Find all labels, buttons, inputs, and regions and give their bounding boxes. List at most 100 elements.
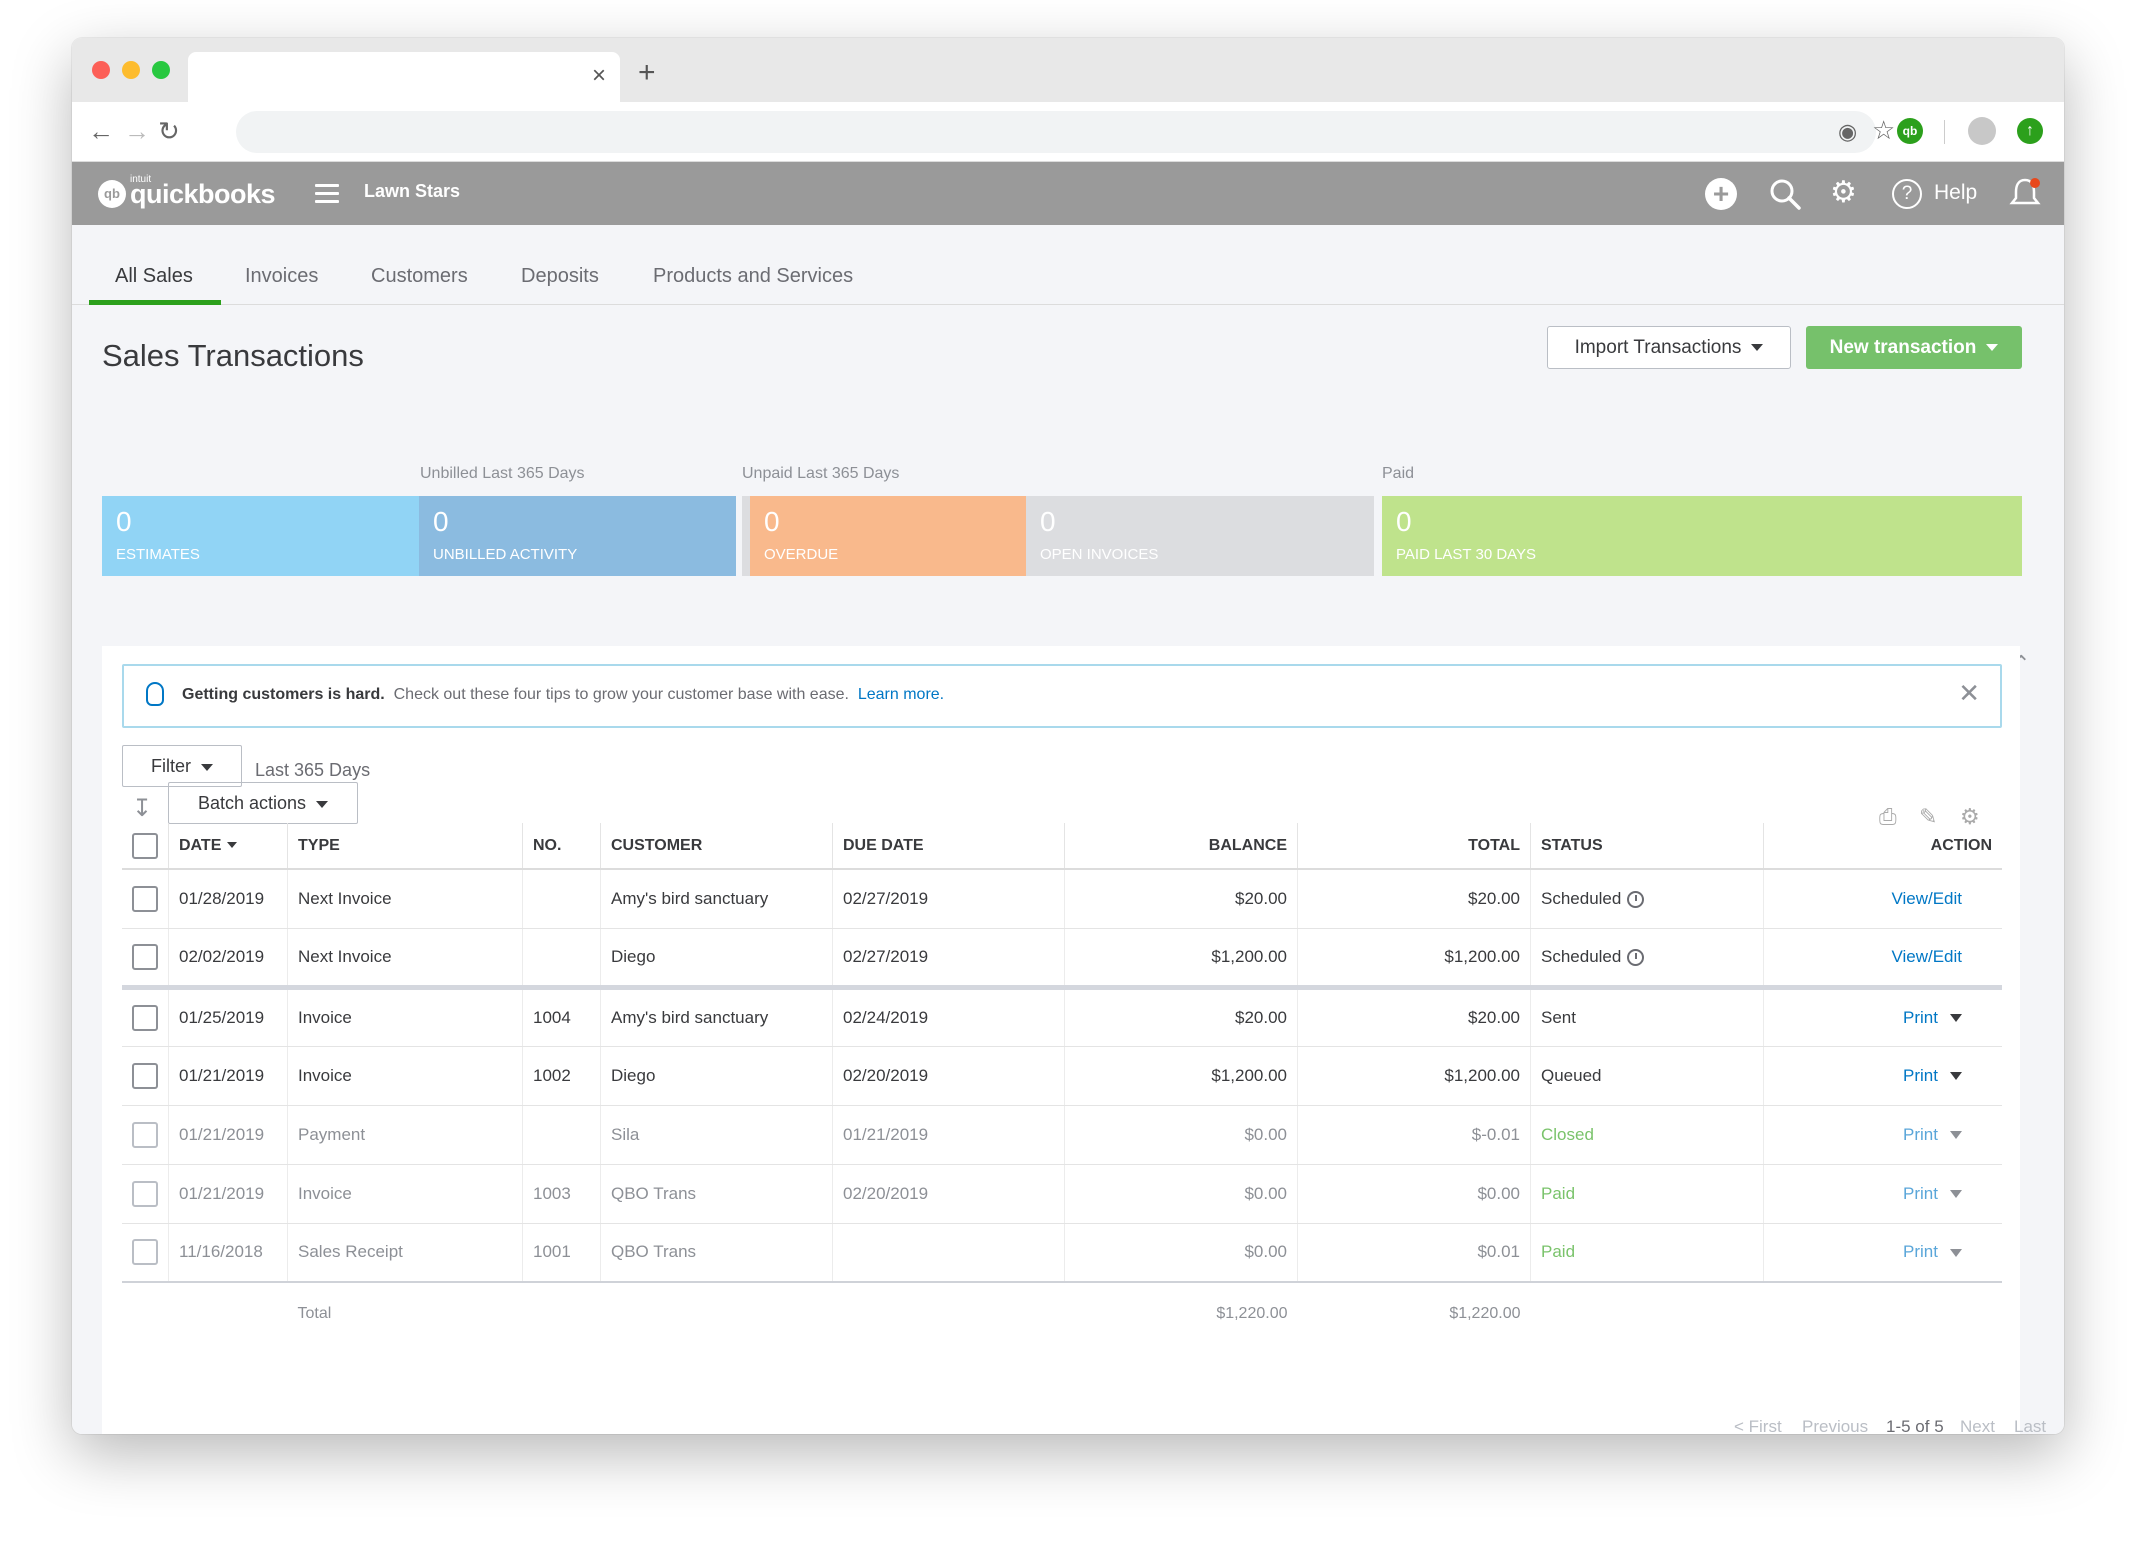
print-link[interactable]: Print [1903,1124,1938,1144]
profile-avatar[interactable] [1968,117,1996,145]
sort-arrow-icon[interactable]: ↧ [132,795,153,822]
close-window-button[interactable] [92,61,110,79]
type-cell: Payment [287,1105,523,1165]
new-tab-icon[interactable]: + [638,56,656,89]
quickbooks-logo[interactable]: qb intuit quickbooks [98,174,276,212]
gear-icon[interactable]: ⚙ [1830,176,1857,209]
status-cell: Sent [1530,987,1764,1047]
chevron-down-icon[interactable] [1950,1072,1962,1081]
learn-more-link[interactable]: Learn more. [857,686,945,703]
due-date-header[interactable]: DUE DATE [832,823,1065,870]
customer-cell: QBO Trans [600,1164,833,1224]
estimates-tile[interactable]: 0 ESTIMATES [102,496,419,576]
type-header[interactable]: TYPE [287,823,523,870]
chevron-down-icon[interactable] [1950,1190,1962,1199]
action-cell: Print [1763,1046,2002,1106]
back-icon[interactable]: ← [88,116,114,146]
tab-deposits[interactable]: Deposits [521,265,599,287]
close-tab-icon[interactable]: × [591,62,606,89]
tab-products-and-services[interactable]: Products and Services [653,265,854,287]
print-link[interactable]: Print [1903,1183,1938,1203]
update-icon[interactable]: ↑ [2017,118,2043,144]
pager-last[interactable]: Last > [2014,1417,2047,1434]
table-row[interactable]: 01/21/2019 Invoice 1002 Diego 02/20/2019… [122,1046,2002,1106]
search-icon[interactable] [1768,177,1802,211]
browser-tab[interactable]: × [188,52,620,102]
table-row[interactable]: 02/02/2019 Next Invoice Diego 02/27/2019… [122,928,2002,990]
pager-next[interactable]: Next [1960,1417,1995,1434]
table-row[interactable]: 11/16/2018 Sales Receipt 1001 QBO Trans … [122,1223,2002,1283]
help-icon[interactable]: ? [1892,179,1922,209]
quickbooks-extension-icon[interactable]: qb [1897,118,1923,144]
status-header[interactable]: STATUS [1530,823,1764,870]
close-icon[interactable]: ✕ [1958,678,1980,708]
import-transactions-button[interactable]: Import Transactions [1547,326,1791,369]
row-checkbox[interactable] [132,885,158,912]
transactions-panel: Getting customers is hard. Check out the… [102,646,2046,1434]
due-date-cell: 02/27/2019 [832,928,1065,990]
date-header[interactable]: DATE [168,823,288,870]
chevron-down-icon[interactable] [1950,1131,1962,1140]
row-checkbox[interactable] [132,1180,158,1207]
view-edit-link[interactable]: View/Edit [1891,888,1962,908]
row-select-cell [122,987,169,1047]
row-checkbox[interactable] [132,1004,158,1031]
transactions-table: DATE TYPE NO. CUSTOMER DUE DATE BALANCE … [122,823,2002,1344]
url-input[interactable]: ◉ ☆ [236,111,1895,153]
help-label[interactable]: Help [1934,181,1978,204]
pager-first[interactable]: < First [1734,1417,1782,1434]
reload-icon[interactable]: ↻ [158,116,180,146]
table-row[interactable]: 01/21/2019 Payment Sila 01/21/2019 $0.00… [122,1105,2002,1165]
row-checkbox[interactable] [132,943,158,970]
minimize-window-button[interactable] [122,61,140,79]
unbilled-group-label: Unbilled Last 365 Days [420,465,585,482]
pager-range: 1-5 of 5 [1886,1417,1944,1434]
star-icon[interactable]: ☆ [1872,115,1896,145]
print-link[interactable]: Print [1903,1007,1938,1027]
balance-header[interactable]: BALANCE [1064,823,1298,870]
tab-all-sales[interactable]: All Sales [115,265,193,287]
tab-customers[interactable]: Customers [371,265,468,287]
view-edit-link[interactable]: View/Edit [1891,946,1962,966]
open-invoices-tile[interactable]: 0 OPEN INVOICES [1026,496,1374,576]
select-all-checkbox[interactable] [132,832,158,859]
print-link[interactable]: Print [1903,1242,1938,1262]
filter-button[interactable]: Filter [122,745,242,787]
eye-icon[interactable]: ◉ [1838,119,1858,144]
no-header[interactable]: NO. [522,823,601,870]
customer-header[interactable]: CUSTOMER [600,823,833,870]
chevron-down-icon[interactable] [1950,1248,1962,1257]
table-settings-gear-icon[interactable]: ⚙ [1960,804,1980,829]
active-tab-indicator [89,300,221,305]
print-icon[interactable]: ⎙ [1879,804,1897,829]
batch-actions-label: Batch actions [197,793,307,813]
new-transaction-button[interactable]: New transaction [1806,326,2022,369]
chevron-down-icon [201,763,213,771]
overdue-tile[interactable]: 0 OVERDUE [750,496,1026,576]
batch-actions-button[interactable]: Batch actions [168,782,358,824]
total-header[interactable]: TOTAL [1297,823,1531,870]
type-cell: Invoice [287,1046,523,1106]
create-plus-icon[interactable]: + [1705,178,1737,210]
chevron-down-icon[interactable] [1950,1014,1962,1023]
table-row[interactable]: 01/25/2019 Invoice 1004 Amy's bird sanct… [122,987,2002,1047]
select-all-cell [122,823,169,870]
row-checkbox[interactable] [132,1062,158,1089]
table-row[interactable]: 01/28/2019 Next Invoice Amy's bird sanct… [122,869,2002,929]
maximize-window-button[interactable] [152,61,170,79]
logo-intuit-text: intuit [130,174,152,185]
forward-icon[interactable]: → [124,116,150,146]
table-row[interactable]: 01/21/2019 Invoice 1003 QBO Trans 02/20/… [122,1164,2002,1224]
tab-invoices[interactable]: Invoices [245,265,319,287]
paid-last-30-days-tile[interactable]: 0 PAID LAST 30 DAYS [1382,496,2022,576]
row-checkbox[interactable] [132,1121,158,1148]
row-checkbox[interactable] [132,1239,158,1266]
unbilled-activity-tile[interactable]: 0 UNBILLED ACTIVITY [419,496,736,576]
hamburger-menu-icon[interactable] [315,184,339,204]
total-spacer [1764,1282,2003,1344]
bell-icon[interactable] [2009,176,2041,210]
print-link[interactable]: Print [1903,1065,1938,1085]
pager-previous[interactable]: Previous [1802,1417,1869,1434]
total-cell: $20.00 [1297,987,1531,1047]
export-icon[interactable]: ✎ [1919,804,1938,829]
